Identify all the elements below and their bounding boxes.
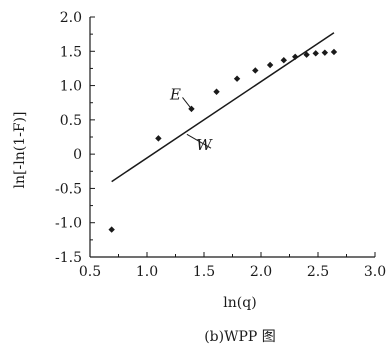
x-tick-label: 0.5 xyxy=(79,264,101,280)
data-point xyxy=(312,50,319,57)
plot-marks xyxy=(108,32,338,233)
y-tick-label: 0 xyxy=(73,147,82,163)
data-point xyxy=(321,49,329,56)
x-tick-label: 3.0 xyxy=(364,264,386,280)
y-tick-label: 1.5 xyxy=(60,44,82,60)
x-tick-label: 2.0 xyxy=(250,264,272,280)
labels: ln[-ln(1-F)] ln(q) (b)WPP 图 0.5 1.0 1.5 2.0… xyxy=(12,10,386,345)
y-tick-label: -0.5 xyxy=(55,181,82,197)
x-tick-label: 1.5 xyxy=(193,264,215,280)
fit-line-w xyxy=(111,32,335,183)
axes xyxy=(89,16,376,258)
data-point xyxy=(108,226,115,233)
data-point xyxy=(330,48,338,56)
annotation-leader xyxy=(182,97,192,110)
figure-caption: (b)WPP 图 xyxy=(204,329,276,345)
x-tick-label: 1.0 xyxy=(136,264,158,280)
data-point xyxy=(213,88,220,95)
data-point xyxy=(303,51,310,58)
data-point xyxy=(266,61,274,69)
annotation-label: E xyxy=(169,85,181,103)
y-axis-label: ln[-ln(1-F)] xyxy=(12,112,28,189)
y-tick-label: 1.0 xyxy=(60,79,82,95)
y-tick-label: -1.5 xyxy=(55,250,82,266)
data-point xyxy=(233,75,241,82)
y-tick-label: 0.5 xyxy=(60,113,82,129)
x-axis-label: ln(q) xyxy=(223,295,256,311)
data-point xyxy=(252,67,259,74)
data-point xyxy=(280,57,287,64)
annotation-label: W xyxy=(196,136,213,154)
y-tick-label: -1.0 xyxy=(55,216,82,232)
x-tick-label: 2.5 xyxy=(307,264,329,280)
y-tick-label: 2.0 xyxy=(60,10,82,26)
data-point xyxy=(155,135,162,142)
annotation-leader xyxy=(186,133,212,149)
